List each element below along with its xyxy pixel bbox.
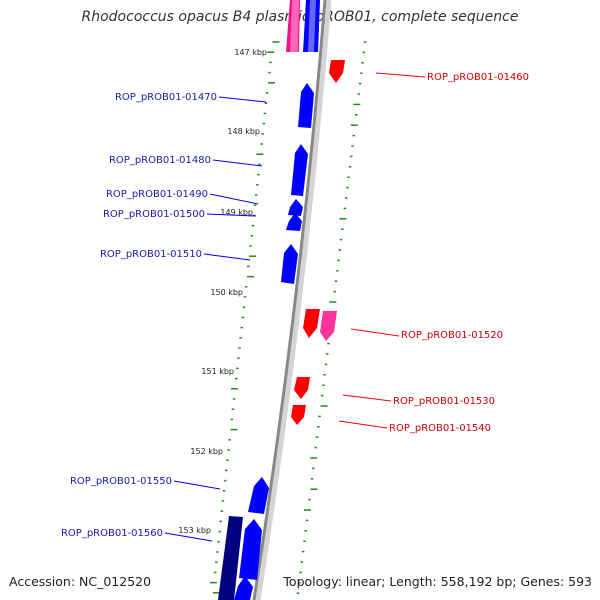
- gene-arrow-plus[interactable]: [234, 576, 253, 600]
- gene-arrow-navy[interactable]: [218, 516, 243, 600]
- gene-label-plus[interactable]: ROP_pROB01-01480: [109, 155, 211, 166]
- gene-labels: ROP_pROB01-01470 ROP_pROB01-01480 ROP_pR…: [61, 72, 529, 539]
- gene-arrow-plus[interactable]: [290, 0, 299, 52]
- leader-line: [350, 328, 400, 337]
- gene-arrow-minus-01540[interactable]: [291, 405, 306, 425]
- scale-label: 151 kbp: [201, 367, 234, 376]
- scale-label: 150 kbp: [210, 288, 243, 297]
- leader-line: [206, 213, 257, 217]
- scale-label: 152 kbp: [190, 447, 223, 456]
- leader-line: [164, 532, 213, 542]
- map-title: Rhodococcus opacus B4 plasmid pROB01, co…: [81, 9, 519, 25]
- leader-line: [209, 193, 259, 205]
- gene-arrow-plus-01500[interactable]: [286, 213, 302, 231]
- gene-arrow-plus-01470[interactable]: [298, 83, 314, 128]
- leader-line: [203, 253, 251, 261]
- gene-label-minus[interactable]: ROP_pROB01-01520: [401, 330, 503, 341]
- label-leader-lines: [164, 72, 426, 542]
- backbone-shadow: [255, 0, 332, 600]
- gene-label-plus[interactable]: ROP_pROB01-01470: [115, 92, 217, 103]
- gene-arrow-plus[interactable]: [308, 0, 316, 52]
- gene-arrow-minus-01460[interactable]: [329, 60, 345, 83]
- gc-content-ticks: [209, 41, 367, 594]
- summary-text: Topology: linear; Length: 558,192 bp; Ge…: [283, 574, 592, 589]
- gene-features: [218, 0, 345, 600]
- leader-line: [375, 72, 426, 78]
- gene-arrow-plus-01550[interactable]: [248, 477, 269, 514]
- leader-line: [212, 159, 263, 167]
- gene-label-minus[interactable]: ROP_pROB01-01530: [393, 396, 495, 407]
- leader-line: [173, 480, 221, 490]
- backbone-line: [252, 0, 327, 600]
- gene-label-plus[interactable]: ROP_pROB01-01550: [70, 476, 172, 487]
- gene-arrow-plus-01560[interactable]: [239, 519, 262, 580]
- scale-label: 149 kbp: [220, 208, 253, 217]
- gene-label-plus[interactable]: ROP_pROB01-01500: [103, 209, 205, 220]
- gene-arrow-plus-01510[interactable]: [281, 244, 298, 284]
- gene-arrow-plus-01480[interactable]: [291, 144, 308, 196]
- gene-label-plus[interactable]: ROP_pROB01-01560: [61, 528, 163, 539]
- leader-line: [218, 96, 267, 103]
- accession-text: Accession: NC_012520: [9, 574, 152, 589]
- gene-label-plus[interactable]: ROP_pROB01-01510: [100, 249, 202, 260]
- kbp-scale: 147 kbp 148 kbp 149 kbp 150 kbp 151 kbp …: [178, 48, 267, 535]
- scale-label: 148 kbp: [227, 127, 260, 136]
- gene-arrow-minus-01520[interactable]: [303, 309, 320, 338]
- scale-label: 153 kbp: [178, 526, 211, 535]
- leader-line: [338, 420, 388, 429]
- gene-arrow-plus-01490[interactable]: [288, 199, 303, 216]
- gene-label-minus[interactable]: ROP_pROB01-01460: [427, 72, 529, 83]
- gene-arrow-minus-01530[interactable]: [294, 377, 310, 399]
- scale-label: 147 kbp: [234, 48, 267, 57]
- gene-label-plus[interactable]: ROP_pROB01-01490: [106, 189, 208, 200]
- gene-arrow-minus-pink[interactable]: [320, 311, 337, 341]
- gene-label-minus[interactable]: ROP_pROB01-01540: [389, 423, 491, 434]
- leader-line: [342, 394, 392, 402]
